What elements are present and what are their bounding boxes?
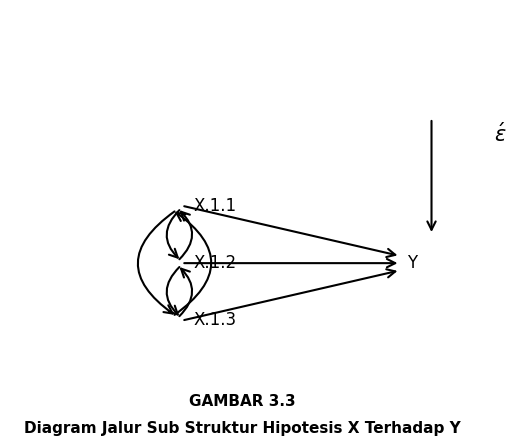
- Text: X.1.1: X.1.1: [194, 197, 237, 215]
- Text: X.1.2: X.1.2: [194, 254, 237, 272]
- Text: GAMBAR 3.3: GAMBAR 3.3: [189, 394, 296, 409]
- Text: Y: Y: [407, 254, 417, 272]
- Text: X.1.3: X.1.3: [194, 311, 237, 329]
- Text: $\acute{\varepsilon}$: $\acute{\varepsilon}$: [494, 122, 507, 145]
- Text: Diagram Jalur Sub Struktur Hipotesis X Terhadap Y: Diagram Jalur Sub Struktur Hipotesis X T…: [24, 421, 461, 436]
